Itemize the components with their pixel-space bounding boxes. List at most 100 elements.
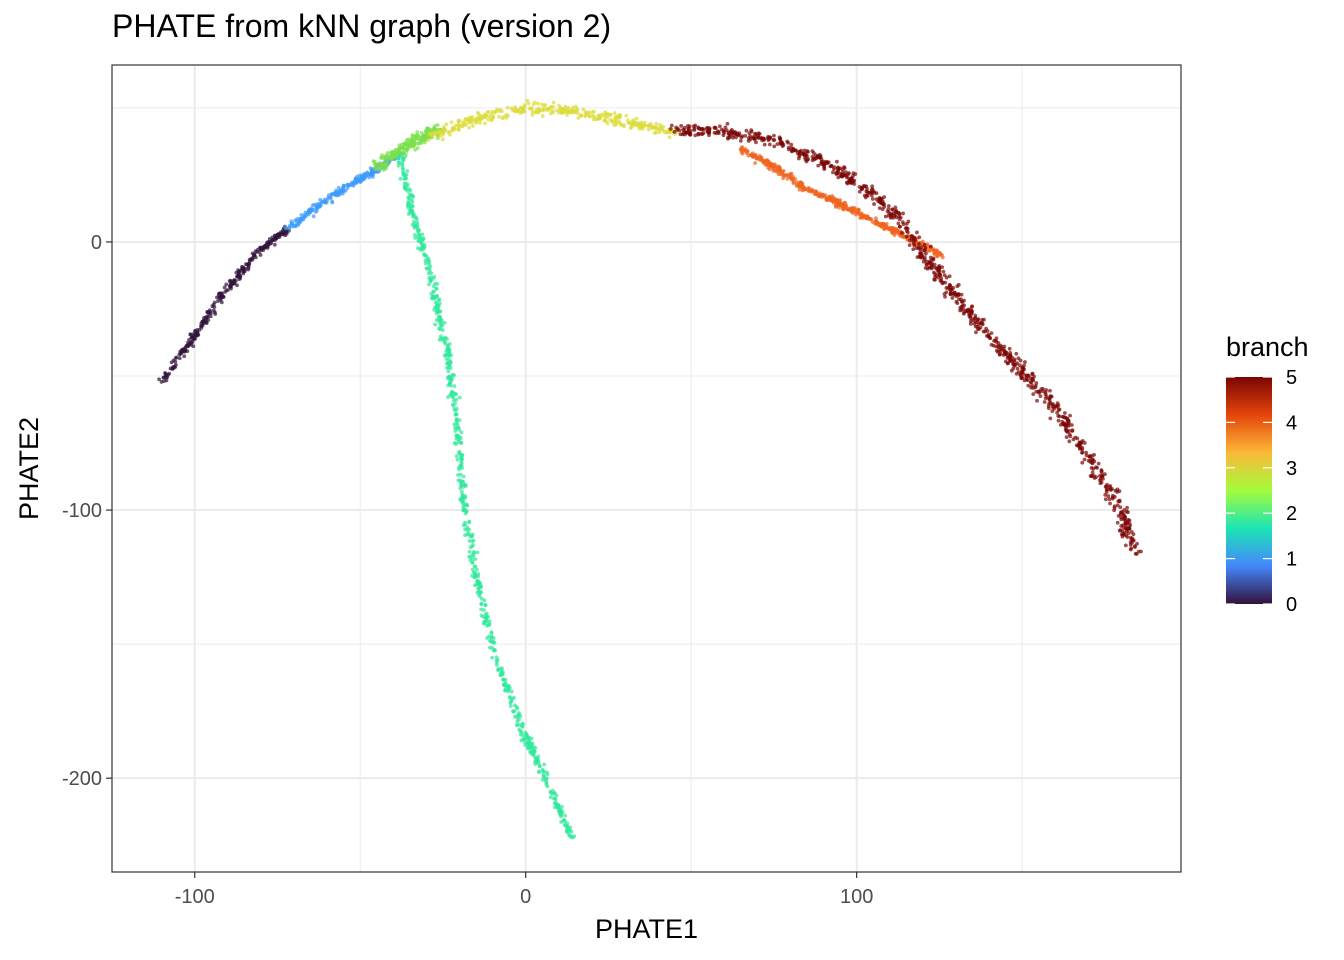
scatter-point [240, 267, 245, 271]
scatter-point [663, 130, 668, 135]
scatter-point [810, 149, 815, 154]
scatter-point [439, 321, 444, 325]
scatter-point [467, 549, 472, 554]
scatter-point [817, 152, 822, 157]
scatter-point [669, 123, 674, 128]
scatter-point [470, 539, 475, 544]
scatter-point [1042, 400, 1047, 404]
scatter-point [751, 154, 756, 159]
scatter-point [248, 259, 252, 263]
scatter-point [163, 373, 168, 377]
scatter-point [521, 737, 526, 742]
scatter-point [432, 125, 437, 130]
scatter-point [483, 603, 488, 607]
scatter-point [793, 176, 798, 181]
scatter-point [922, 255, 927, 260]
scatter-point [1007, 346, 1012, 351]
scatter-point [1030, 371, 1035, 376]
scatter-point [482, 121, 487, 126]
scatter-point [730, 131, 735, 136]
scatter-point [846, 172, 851, 177]
scatter-point [434, 286, 439, 291]
scatter-point [1068, 413, 1072, 418]
scatter-point [1125, 527, 1130, 532]
scatter-point [921, 259, 926, 264]
scatter-point [540, 102, 544, 107]
scatter-point [901, 234, 906, 239]
axis-ticks: -100 0 100 0 -100 -200 [62, 232, 873, 908]
scatter-point [605, 112, 610, 117]
scatter-point [667, 135, 672, 140]
scatter-point [208, 314, 213, 319]
scatter-point [994, 348, 999, 353]
scatter-point [1106, 494, 1111, 498]
scatter-point [398, 176, 403, 181]
scatter-point [435, 308, 440, 313]
scatter-point [201, 318, 206, 323]
scatter-point [1118, 505, 1123, 510]
scatter-point [512, 703, 517, 708]
scatter-point [1026, 373, 1031, 378]
scatter-point [200, 324, 204, 328]
scatter-point [829, 164, 834, 168]
scatter-point [536, 754, 541, 759]
scatter-point [420, 244, 425, 248]
scatter-point [1001, 346, 1006, 351]
scatter-point [1056, 418, 1061, 423]
scatter-point [437, 134, 442, 139]
scatter-point [550, 109, 555, 113]
scatter-point [543, 103, 548, 107]
scatter-point [407, 199, 411, 203]
scatter-point [1050, 402, 1054, 407]
grid-lines [112, 65, 1181, 872]
scatter-point [870, 197, 875, 201]
scatter-point [406, 212, 411, 216]
scatter-point [576, 116, 581, 120]
scatter-point [463, 494, 468, 498]
scatter-point [944, 290, 949, 295]
scatter-point [1133, 545, 1137, 549]
scatter-point [780, 142, 785, 146]
scatter-point [1135, 541, 1139, 546]
scatter-point [1018, 372, 1023, 377]
scatter-point [797, 187, 802, 192]
scatter-point [1094, 475, 1098, 480]
scatter-point [848, 180, 853, 185]
scatter-point [707, 128, 712, 133]
scatter-point [523, 730, 528, 735]
scatter-point [451, 391, 456, 395]
scatter-point [442, 353, 447, 358]
scatter-point [396, 163, 401, 168]
scatter-point [415, 133, 420, 138]
scatter-point [428, 127, 432, 132]
scatter-point [317, 203, 322, 208]
scatter-point [1089, 466, 1094, 470]
scatter-point [437, 337, 442, 342]
scatter-point [433, 322, 437, 327]
scatter-point [423, 135, 428, 139]
scatter-point [412, 134, 417, 138]
scatter-point [824, 198, 829, 202]
scatter-point [767, 142, 772, 147]
scatter-point [1094, 465, 1098, 470]
scatter-point [228, 285, 233, 289]
scatter-point [864, 184, 869, 189]
scatter-point [874, 197, 879, 202]
scatter-point [622, 123, 626, 127]
scatter-point [548, 789, 553, 794]
scatter-point [1077, 446, 1082, 451]
scatter-point [1064, 426, 1069, 431]
scatter-point [961, 306, 966, 311]
scatter-points [157, 98, 1143, 840]
scatter-point [865, 190, 870, 194]
scatter-point [827, 194, 832, 199]
scatter-point [503, 686, 508, 690]
scatter-point [904, 221, 909, 226]
scatter-point [1019, 376, 1024, 381]
scatter-point [273, 233, 277, 238]
scatter-point [479, 613, 484, 618]
scatter-point [852, 178, 857, 183]
scatter-point [443, 340, 447, 345]
scatter-point [427, 282, 431, 287]
scatter-point [917, 235, 922, 240]
